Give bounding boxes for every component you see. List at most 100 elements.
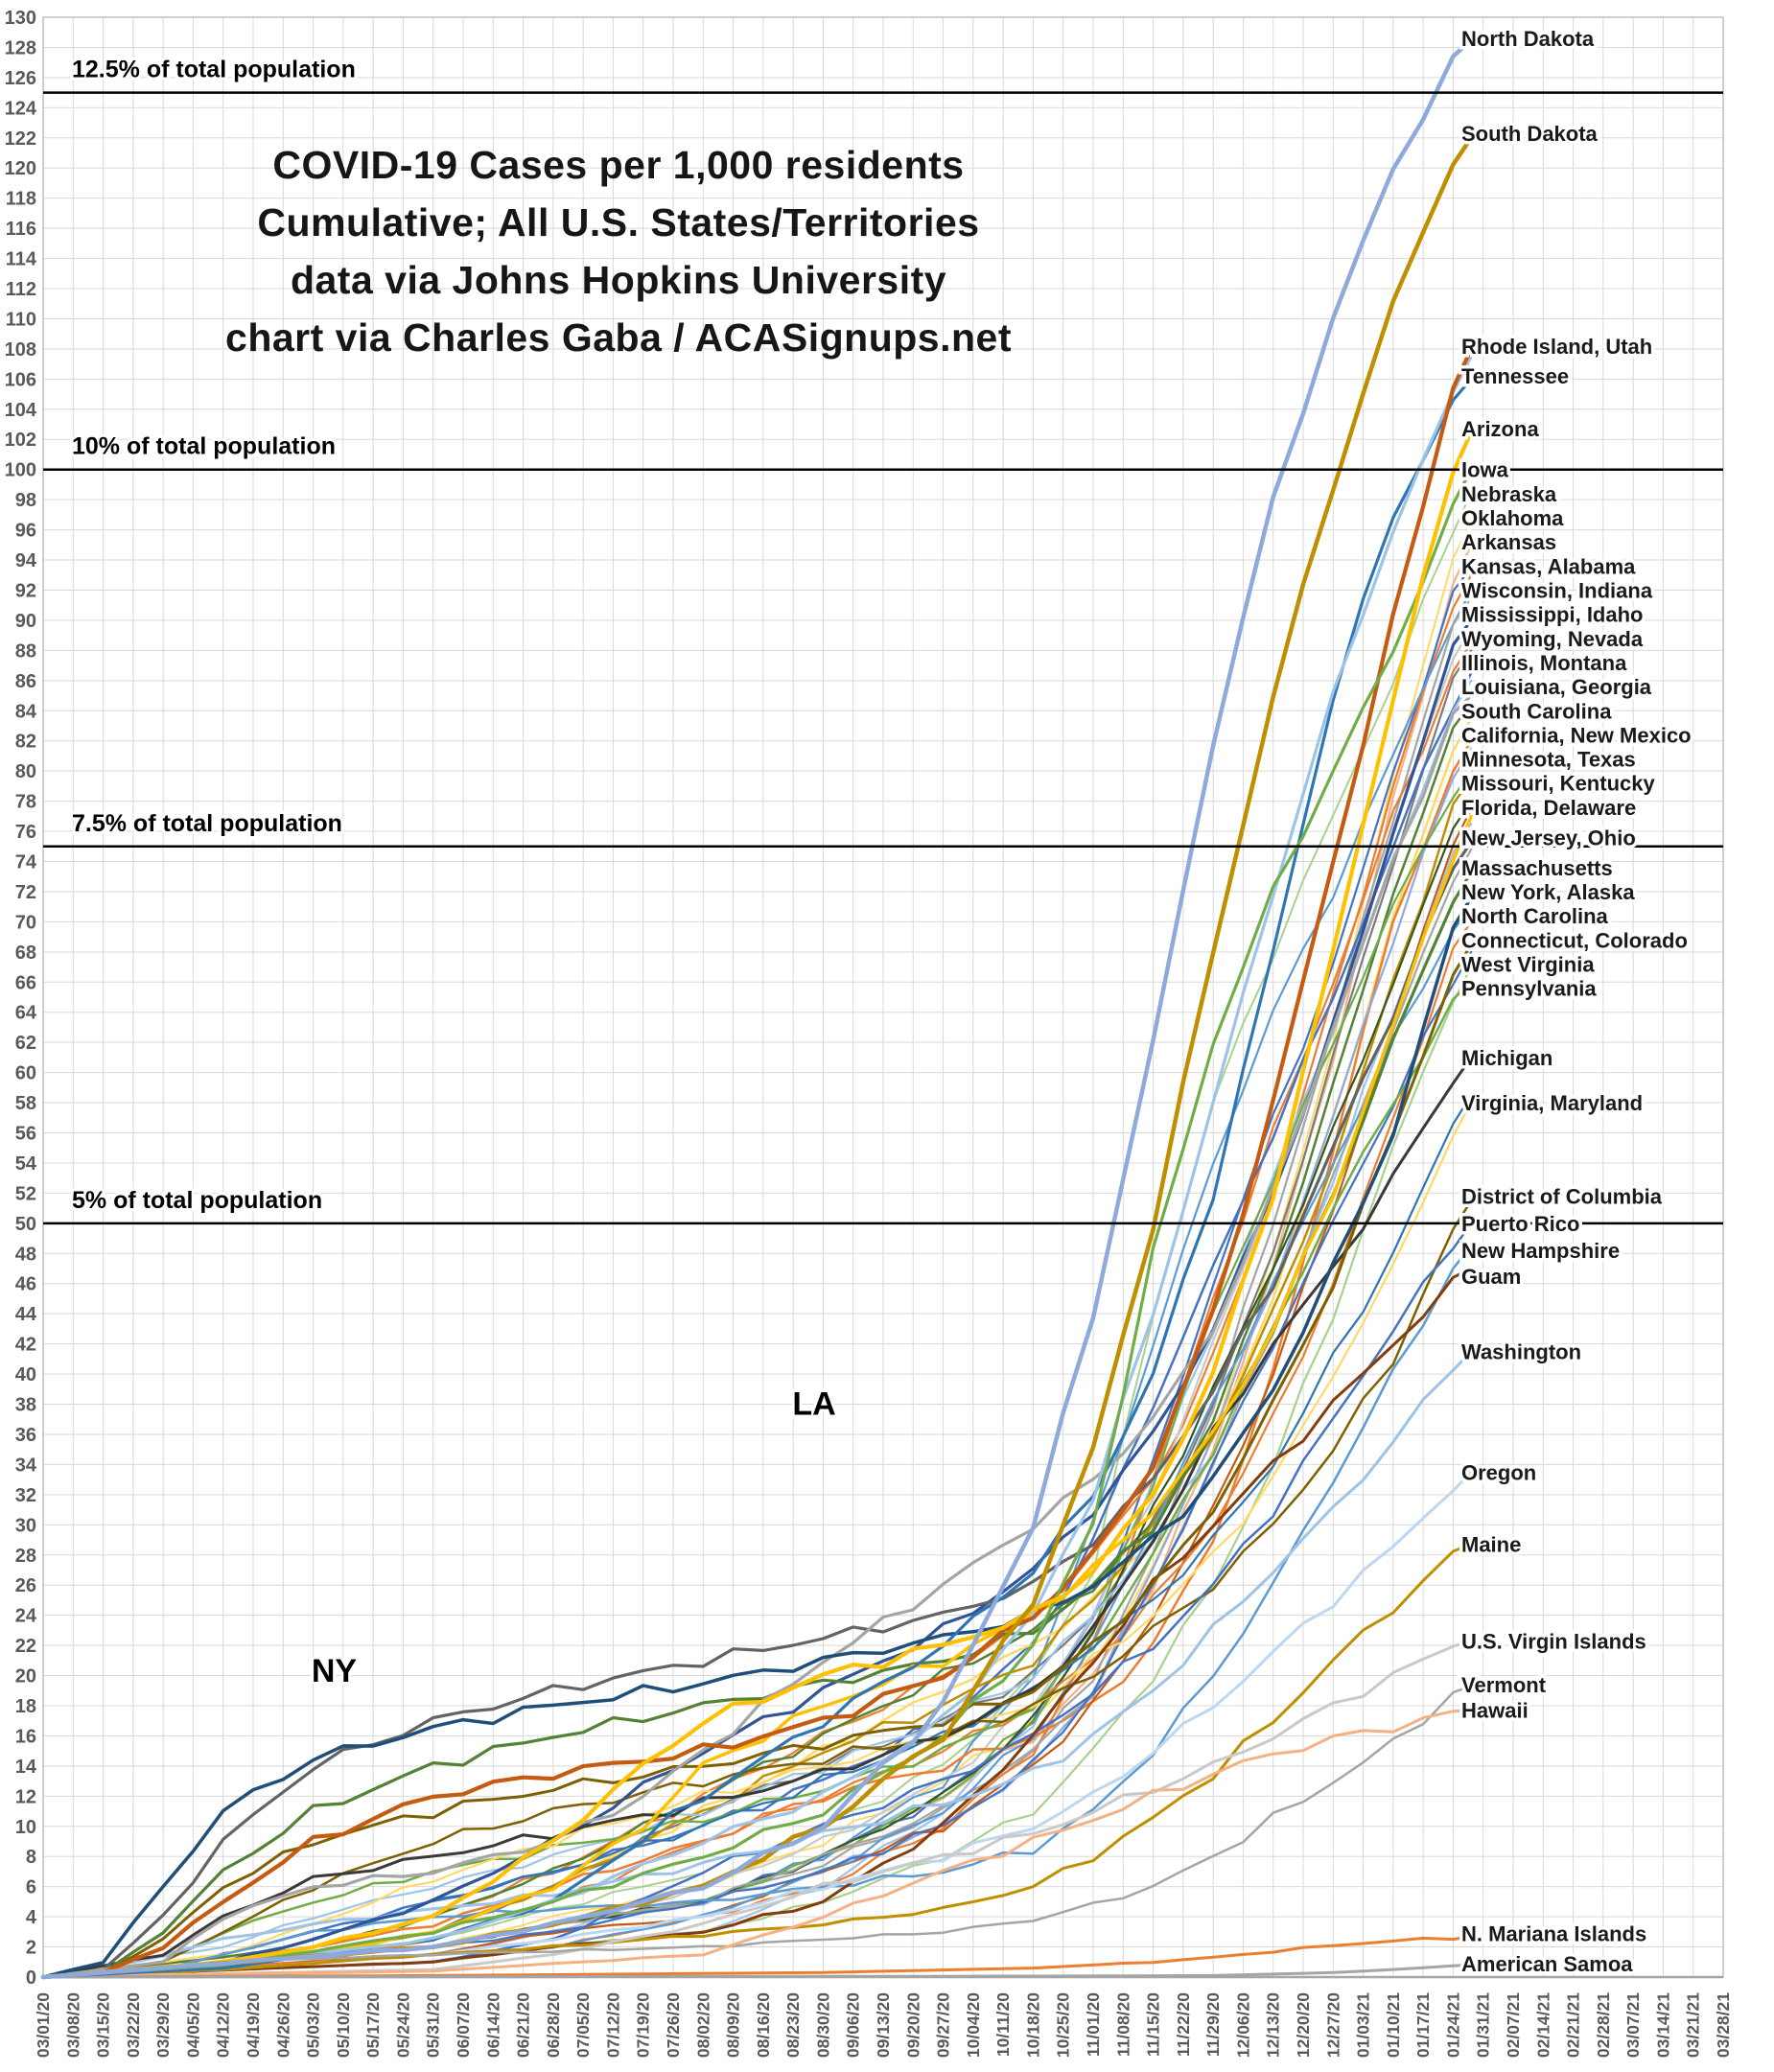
y-tick-label: 44 [15,1304,37,1325]
state-label-missouri-kentucky: Missouri, Kentucky [1461,772,1655,796]
x-tick-label: 05/24/20 [393,1992,412,2058]
y-tick-label: 88 [15,640,36,662]
series-district-of-columbia [41,1199,1473,1979]
y-tick-label: 98 [15,490,36,511]
state-label-florida-delaware: Florida, Delaware [1461,796,1636,820]
series-connecticut [41,943,1473,1979]
x-tick-label: 02/28/21 [1594,1992,1613,2058]
state-label-california-new-mexico: California, New Mexico [1461,723,1692,747]
state-label-tennessee: Tennessee [1461,364,1569,388]
y-tick-label: 92 [15,580,36,601]
series-rhode-island [40,346,1474,1980]
state-label-north-dakota: North Dakota [1461,27,1595,51]
series-delaware [41,823,1473,1979]
state-label-connecticut-colorado: Connecticut, Colorado [1461,928,1688,952]
series-lines [40,37,1474,1980]
gridlines [42,16,1724,1979]
series-new-york [41,896,1473,1979]
y-tick-label: 42 [15,1335,36,1356]
x-tick-label: 12/13/20 [1264,1992,1283,2058]
y-tick-label: 20 [15,1666,36,1688]
y-tick-label: 96 [15,521,36,542]
series-west-virginia [41,966,1473,1979]
x-tick-label: 05/10/20 [334,1992,353,2058]
state-label-michigan: Michigan [1461,1046,1552,1070]
x-tick-label: 04/19/20 [244,1992,263,2058]
x-tick-label: 09/27/20 [934,1992,953,2058]
y-tick-label: 74 [15,851,37,873]
state-label-iowa: Iowa [1461,458,1509,482]
y-tick-label: 94 [15,550,37,571]
y-tick-label: 48 [15,1244,36,1265]
y-tick-label: 50 [15,1214,36,1235]
y-tick-label: 86 [15,671,36,692]
state-label-massachusetts: Massachusetts [1461,856,1613,880]
reference-line-label: 7.5% of total population [72,810,342,837]
chart-title-line-2: Cumulative; All U.S. States/Territories [257,200,980,244]
x-tick-label: 09/13/20 [874,1992,893,2058]
x-tick-label: 07/26/20 [664,1992,683,2058]
x-tick-label: 04/12/20 [214,1992,233,2058]
x-tick-label: 05/03/20 [304,1992,323,2058]
y-tick-label: 38 [15,1395,36,1416]
state-label-wyoming-nevada: Wyoming, Nevada [1461,627,1644,651]
annotation-la: LA [792,1386,835,1423]
y-tick-label: 128 [5,37,36,58]
series-u-s-virgin-islands [41,1639,1473,1979]
x-tick-label: 01/31/21 [1474,1992,1493,2058]
state-label-american-samoa: American Samoa [1461,1952,1633,1976]
y-tick-label: 102 [5,430,36,451]
y-axis-ticks: 0246810121416182022242628303234363840424… [5,8,37,1989]
series-iowa [41,468,1473,1979]
x-tick-label: 11/01/20 [1084,1992,1103,2057]
x-axis-ticks: 03/01/20 03/08/20 03/15/20 03/22/20 03/29/20… [34,1992,1733,2058]
y-tick-label: 36 [15,1425,36,1446]
x-tick-label: 05/31/20 [424,1992,443,2058]
y-tick-label: 22 [15,1636,36,1657]
series-maryland [41,1102,1473,1979]
x-tick-label: 02/14/21 [1533,1992,1552,2058]
y-tick-label: 80 [15,761,36,782]
state-label-kansas-alabama: Kansas, Alabama [1461,554,1636,578]
y-tick-label: 4 [26,1907,37,1928]
series-arizona [40,430,1474,1980]
y-tick-label: 120 [5,158,36,179]
x-tick-label: 01/03/21 [1354,1992,1373,2058]
x-tick-label: 06/21/20 [514,1992,533,2058]
x-tick-label: 12/06/20 [1233,1992,1252,2058]
x-tick-label: 02/07/21 [1504,1992,1523,2058]
y-tick-label: 18 [15,1696,36,1717]
y-tick-label: 10 [15,1817,36,1838]
x-tick-label: 01/24/21 [1443,1992,1462,2058]
x-tick-label: 12/27/20 [1323,1992,1342,2058]
y-tick-label: 2 [26,1938,36,1959]
y-tick-label: 54 [15,1153,37,1175]
series-maine [41,1543,1473,1979]
x-tick-label: 11/22/20 [1174,1992,1193,2057]
y-tick-label: 58 [15,1093,36,1114]
y-tick-label: 100 [5,460,36,481]
state-label-arizona: Arizona [1461,417,1539,441]
state-label-new-jersey-ohio: New Jersey, Ohio [1461,826,1636,850]
y-tick-label: 60 [15,1063,36,1084]
state-label-n-mariana-islands: N. Mariana Islands [1461,1921,1646,1945]
series-oregon [41,1470,1473,1979]
y-tick-label: 8 [26,1847,36,1868]
series-michigan [41,1056,1473,1979]
reference-line-label: 10% of total population [72,433,336,460]
y-tick-label: 26 [15,1575,36,1596]
x-tick-label: 10/18/20 [1023,1992,1042,2058]
x-tick-label: 07/12/20 [603,1992,622,2058]
x-tick-label: 09/20/20 [903,1992,922,2058]
x-tick-label: 02/21/21 [1564,1992,1583,2058]
state-label-rhode-island-utah: Rhode Island, Utah [1461,335,1652,359]
y-tick-label: 90 [15,611,36,632]
state-labels: North Dakota South Dakota Rhode Island, Ut… [1459,24,1695,1980]
series-hawaii [41,1709,1473,1979]
y-tick-label: 114 [6,249,37,270]
state-label-illinois-montana: Illinois, Montana [1461,651,1627,675]
state-label-washington: Washington [1461,1339,1581,1363]
series-new-hampshire [41,1245,1473,1979]
y-tick-label: 122 [5,128,36,150]
y-tick-label: 116 [6,219,36,240]
